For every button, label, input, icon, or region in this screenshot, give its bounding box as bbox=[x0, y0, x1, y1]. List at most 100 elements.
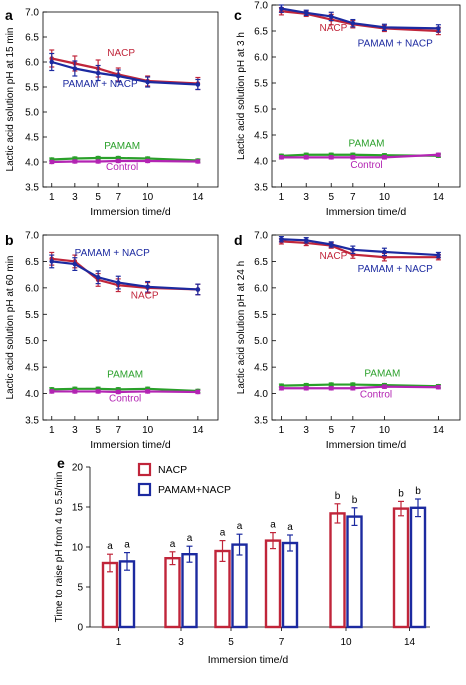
bar bbox=[181, 553, 198, 629]
x-tick-label: 14 bbox=[433, 425, 445, 436]
bar bbox=[231, 543, 248, 629]
y-tick-label: 4.0 bbox=[25, 389, 39, 400]
x-tick-label: 5 bbox=[95, 425, 101, 436]
x-tick-label: 1 bbox=[279, 192, 285, 203]
panel-letter: d bbox=[234, 232, 243, 248]
panel-b: 3.5 4.0 4.5 5.0 5.5 6.0 6.5 7.0 1 3 5 7 10 14 Immersio… bbox=[5, 231, 219, 451]
series-label: Control bbox=[109, 394, 141, 405]
y-tick-label: 6.0 bbox=[25, 58, 39, 69]
y-tick-label: 4.5 bbox=[254, 363, 268, 374]
data-point bbox=[350, 155, 356, 160]
x-axis-label: Immersion time/d bbox=[90, 206, 171, 218]
data-point bbox=[145, 389, 150, 394]
series-line bbox=[281, 153, 439, 157]
x-tick-label: 14 bbox=[192, 192, 204, 203]
data-point bbox=[95, 70, 101, 76]
data-point bbox=[350, 247, 356, 253]
x-axis-label: Immersion time/d bbox=[326, 439, 407, 451]
x-tick-label: 5 bbox=[95, 192, 101, 203]
data-point bbox=[436, 26, 441, 31]
panel-c: 3.5 4.0 4.5 5.0 5.5 6.0 6.5 7.0 1 3 5 7 10 14 Immersio… bbox=[234, 1, 461, 218]
series-line bbox=[281, 383, 439, 388]
data-point bbox=[115, 389, 121, 395]
series-label: Control bbox=[106, 162, 138, 173]
y-tick-label: 6.0 bbox=[254, 53, 268, 64]
data-point bbox=[279, 155, 284, 160]
data-point bbox=[382, 384, 387, 390]
plot-frame bbox=[271, 4, 461, 188]
data-point bbox=[350, 385, 356, 391]
panel-letter: c bbox=[234, 7, 242, 23]
y-axis-label: Time to raise pH from 4 to 5.5/min bbox=[54, 472, 65, 623]
x-tick-label: 5 bbox=[328, 192, 334, 203]
y-tick-label: 3.5 bbox=[254, 183, 268, 194]
y-tick-label: 6.5 bbox=[254, 27, 268, 38]
series-label: PAMAM + NACP bbox=[75, 248, 150, 259]
data-point bbox=[279, 6, 284, 11]
series-pamam-nacp bbox=[49, 52, 201, 91]
x-tick-label: 1 bbox=[116, 637, 122, 648]
data-point bbox=[350, 20, 356, 26]
y-tick-label: 6.0 bbox=[254, 283, 268, 294]
bar bbox=[409, 506, 427, 629]
significance-letter: a bbox=[187, 533, 193, 544]
data-point bbox=[382, 155, 387, 160]
x-tick-label: 14 bbox=[404, 637, 416, 648]
data-point bbox=[115, 280, 121, 285]
x-tick-label: 10 bbox=[379, 425, 391, 436]
data-point bbox=[303, 155, 309, 160]
data-point bbox=[328, 242, 334, 247]
y-tick-label: 10 bbox=[72, 543, 84, 554]
data-point bbox=[195, 389, 201, 395]
data-point bbox=[279, 236, 284, 242]
series-line bbox=[51, 387, 198, 393]
series-line bbox=[281, 7, 439, 30]
series-line bbox=[281, 10, 439, 33]
series-label: PAMAM bbox=[107, 370, 143, 381]
y-tick-label: 3.5 bbox=[25, 416, 39, 427]
x-tick-label: 3 bbox=[72, 192, 78, 203]
series-control bbox=[49, 389, 201, 395]
significance-letter: a bbox=[287, 522, 293, 533]
bar bbox=[101, 561, 119, 629]
series-line bbox=[281, 240, 439, 259]
y-tick-label: 4.0 bbox=[254, 157, 268, 168]
bar bbox=[329, 512, 346, 629]
y-tick-label: 5.0 bbox=[254, 336, 268, 347]
series-label: NACP bbox=[131, 290, 159, 301]
legend-swatch bbox=[137, 462, 152, 477]
series-label: PAMAM bbox=[364, 369, 400, 380]
data-point bbox=[436, 384, 441, 390]
plot-frame bbox=[271, 234, 461, 421]
series-label: NACP bbox=[107, 48, 135, 59]
data-point bbox=[49, 259, 55, 264]
bar bbox=[392, 507, 410, 629]
data-point bbox=[350, 382, 356, 387]
significance-letter: a bbox=[220, 528, 226, 539]
y-tick-label: 6.5 bbox=[25, 33, 39, 44]
significance-letter: a bbox=[170, 539, 176, 550]
data-point bbox=[303, 237, 309, 243]
series-label: PAMAM + NACP bbox=[358, 39, 433, 50]
x-tick-label: 14 bbox=[433, 192, 445, 203]
data-point bbox=[436, 152, 441, 158]
x-tick-label: 10 bbox=[379, 192, 391, 203]
series-label: NACP bbox=[319, 23, 347, 34]
data-point bbox=[49, 389, 55, 394]
x-tick-label: 7 bbox=[350, 192, 356, 203]
series-control bbox=[278, 384, 441, 391]
data-point bbox=[145, 158, 150, 164]
panel-letter: e bbox=[57, 455, 65, 471]
x-axis-label: Immersion time/d bbox=[208, 654, 289, 666]
significance-letter: b bbox=[398, 488, 404, 499]
y-tick-label: 7.0 bbox=[25, 231, 39, 242]
series-line bbox=[281, 153, 439, 159]
y-tick-label: 6.0 bbox=[25, 283, 39, 294]
y-tick-label: 5.5 bbox=[254, 310, 268, 321]
y-tick-label: 4.5 bbox=[25, 363, 39, 374]
x-tick-label: 1 bbox=[49, 192, 55, 203]
legend: NACP PAMAM+NACP bbox=[137, 462, 231, 497]
y-tick-label: 7.0 bbox=[254, 231, 268, 242]
series-control bbox=[49, 158, 201, 165]
